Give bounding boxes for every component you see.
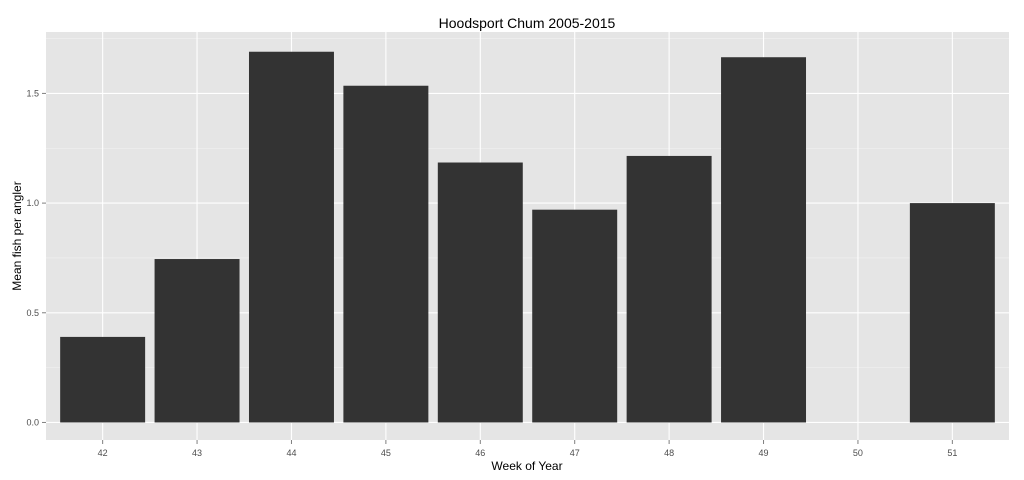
- y-axis-title: Mean fish per angler: [10, 181, 24, 290]
- bars: [60, 51, 995, 423]
- bar-week-47: [532, 209, 618, 423]
- x-axis-title: Week of Year: [491, 459, 562, 473]
- x-tick-label: 47: [570, 448, 580, 458]
- bar-week-45: [343, 85, 429, 423]
- x-tick-label: 44: [286, 448, 296, 458]
- y-tick-label: 1.5: [26, 88, 39, 98]
- bar-week-49: [721, 57, 807, 423]
- bar-week-46: [437, 162, 523, 423]
- y-tick-label: 1.0: [26, 198, 39, 208]
- x-tick-label: 43: [192, 448, 202, 458]
- x-tick-label: 42: [98, 448, 108, 458]
- bar-week-42: [60, 336, 146, 423]
- chart-title: Hoodsport Chum 2005-2015: [439, 15, 616, 31]
- x-tick-label: 48: [664, 448, 674, 458]
- bar-week-44: [248, 51, 334, 423]
- x-tick-label: 51: [947, 448, 957, 458]
- x-axis: 42 43 44 45 46 47 48 49 50 51: [98, 440, 957, 458]
- bar-week-51: [909, 203, 995, 423]
- y-tick-label: 0.5: [26, 308, 39, 318]
- x-tick-label: 49: [759, 448, 769, 458]
- bar-week-48: [626, 155, 712, 423]
- y-tick-label: 0.0: [26, 417, 39, 427]
- x-tick-label: 46: [475, 448, 485, 458]
- x-tick-label: 50: [853, 448, 863, 458]
- y-axis: 0.0 0.5 1.0 1.5: [26, 88, 46, 427]
- x-tick-label: 45: [381, 448, 391, 458]
- bar-week-43: [154, 259, 240, 423]
